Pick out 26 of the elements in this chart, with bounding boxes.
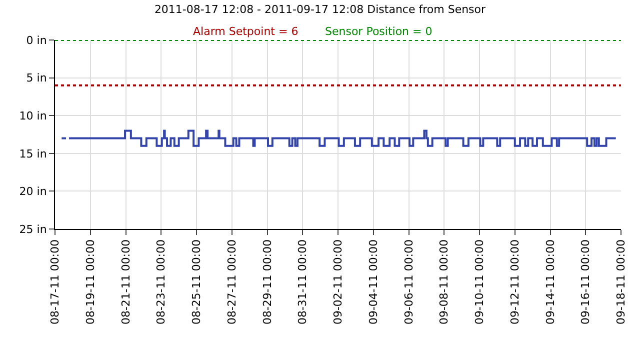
x-tick-label: 08-27-11 00:00: [225, 239, 238, 325]
x-tick-label: 08-25-11 00:00: [190, 239, 204, 325]
chart-title: 2011-08-17 12:08 - 2011-09-17 12:08 Distance from Sensor: [154, 2, 486, 16]
ref-line-label: Alarm Setpoint = 6: [193, 25, 298, 38]
y-tick-label: 15 in: [19, 147, 47, 160]
y-tick-label: 5 in: [26, 72, 47, 85]
ref-line-label: Sensor Position = 0: [325, 25, 432, 38]
x-tick-label: 08-19-11 00:00: [84, 239, 97, 325]
x-tick-label: 09-12-11 00:00: [508, 239, 522, 325]
x-tick-label: 08-31-11 00:00: [296, 239, 310, 325]
x-tick-label: 08-29-11 00:00: [260, 239, 274, 325]
x-tick-label: 09-10-11 00:00: [473, 239, 486, 325]
x-tick-label: 08-21-11 00:00: [119, 239, 132, 325]
x-tick-label: 09-16-11 00:00: [579, 239, 592, 325]
x-tick-label: 09-06-11 00:00: [402, 239, 416, 325]
x-tick-label: 09-08-11 00:00: [438, 239, 451, 325]
y-tick-label: 0 in: [26, 34, 47, 47]
y-tick-label: 20 in: [19, 185, 47, 198]
x-tick-label: 09-18-11 00:00: [614, 239, 628, 325]
y-tick-label: 10 in: [19, 109, 47, 122]
x-tick-label: 09-02-11 00:00: [332, 239, 345, 325]
x-tick-label: 09-04-11 00:00: [366, 239, 380, 325]
x-tick-label: 08-23-11 00:00: [154, 239, 168, 325]
x-tick-label: 08-17-11 00:00: [48, 239, 62, 325]
y-tick-label: 25 in: [19, 222, 47, 236]
x-tick-label: 09-14-11 00:00: [544, 239, 557, 325]
